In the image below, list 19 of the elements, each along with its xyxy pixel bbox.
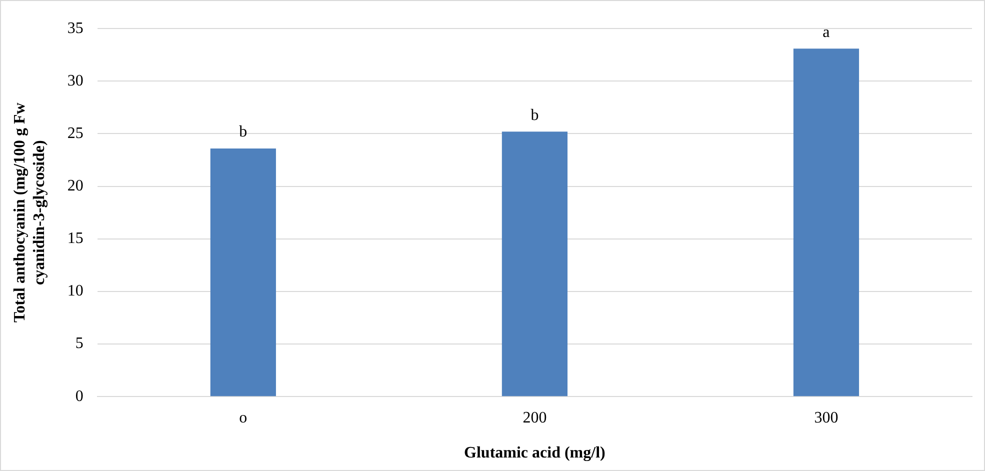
annotation: b	[239, 124, 248, 141]
y-axis-title: Total anthocyanin (mg/100 g Fw cyanidin-3-glycoside)	[12, 102, 48, 323]
y-tick-label: 5	[75, 335, 84, 352]
bar	[502, 132, 568, 396]
x-tick-label: o	[239, 409, 248, 426]
x-axis-title: Glutamic acid (mg/l)	[464, 444, 606, 462]
bar	[793, 48, 860, 396]
y-tick-label: 30	[67, 72, 84, 90]
bar	[210, 148, 276, 396]
y-tick-label: 15	[67, 230, 84, 248]
y-tick-label: 20	[67, 178, 84, 195]
annotation: a	[822, 24, 830, 41]
y-tick-label: 0	[75, 388, 84, 405]
x-tick-label: 200	[522, 409, 547, 426]
x-tick-label: 300	[814, 409, 838, 426]
y-tick-label: 35	[67, 20, 84, 37]
y-tick-label: 25	[67, 124, 84, 142]
annotation: b	[530, 106, 539, 124]
y-tick-label: 10	[67, 282, 84, 300]
